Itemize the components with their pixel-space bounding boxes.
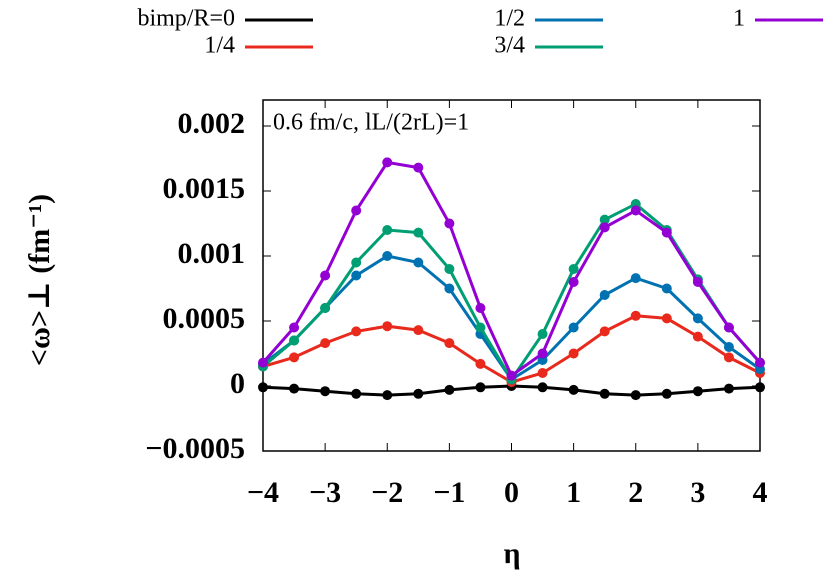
data-point [475,382,486,393]
x-tick-label: −4 [247,476,279,509]
data-point [444,338,455,349]
series-line [262,254,761,382]
data-point [413,162,424,173]
data-point [289,383,300,394]
data-point [568,277,579,287]
data-point [630,310,641,321]
data-point [382,225,393,235]
data-point [692,313,703,324]
data-point [320,338,331,349]
data-point [568,348,579,359]
series-line [261,160,762,378]
data-point [661,227,672,238]
data-point [413,257,424,268]
annotation: 0.6 fm/c, lL/(2rL)=1 [273,110,469,136]
data-point [320,270,331,281]
data-point [289,322,300,333]
data-point [755,382,765,393]
data-point [692,386,703,397]
series-line [262,202,762,383]
data-point [475,322,486,333]
data-point [506,370,517,381]
data-point [661,313,672,324]
data-point [723,322,734,333]
x-tick-label: 3 [690,476,705,509]
x-tick-label: 2 [628,476,643,509]
y-tick-label: 0.001 [178,237,246,270]
data-point [599,290,610,300]
y-tick-label: 0.0005 [163,302,246,335]
data-point [413,227,424,238]
y-tick-label: 0 [230,367,245,400]
data-point [755,357,765,368]
data-point [568,264,579,274]
data-point [444,283,455,294]
data-point [537,348,548,359]
legend-label: bimp/R=0 [137,6,235,32]
data-point [320,386,331,397]
legend-label: 1/2 [494,6,525,32]
data-point [630,273,641,284]
data-point [382,321,393,332]
data-point [537,382,548,393]
y-tick-label: 0.002 [178,107,246,140]
data-point [599,214,610,225]
data-point [289,352,300,363]
x-tick-label: 4 [753,476,768,509]
data-point [320,303,331,313]
data-point [599,326,610,337]
data-point [568,384,579,395]
data-point [723,352,734,363]
data-point [630,205,641,216]
data-point [351,388,362,399]
data-point [692,277,703,287]
data-point [537,329,548,339]
data-point [661,388,672,399]
data-point [444,218,455,229]
data-point [692,331,703,342]
data-point [630,390,641,401]
legend-label: 1 [733,6,745,32]
data-point [351,205,362,216]
data-point [661,283,672,294]
x-tick-label: −2 [371,476,403,509]
data-point [444,384,455,395]
data-point [475,303,486,313]
data-point [258,382,268,393]
data-point [289,335,300,346]
y-tick-label: −0.0005 [145,432,245,465]
data-point [382,390,393,401]
data-point [537,368,548,378]
data-point [258,357,268,368]
x-tick-label: −3 [309,476,341,509]
data-point [413,325,424,336]
data-point [413,388,424,399]
x-tick-label: 1 [566,476,581,509]
x-tick-label: −1 [433,476,465,509]
x-axis-label: η [503,537,520,570]
data-point [382,251,393,261]
legend-label: 1/4 [204,33,235,59]
data-point [475,358,486,369]
data-point [723,383,734,394]
data-point [599,222,610,233]
data-point [444,264,455,274]
x-tick-label: 0 [504,476,519,509]
data-point [351,270,362,281]
data-point [351,257,362,268]
data-point [568,322,579,333]
data-point [382,157,393,168]
y-axis-label: <ω>⊥ (fm⁻¹) [23,194,56,366]
plot-frame [262,99,761,452]
y-tick-label: 0.0015 [163,172,246,205]
data-point [351,326,362,337]
legend-label: 3/4 [494,33,525,59]
data-point [723,342,734,352]
data-point [599,388,610,399]
